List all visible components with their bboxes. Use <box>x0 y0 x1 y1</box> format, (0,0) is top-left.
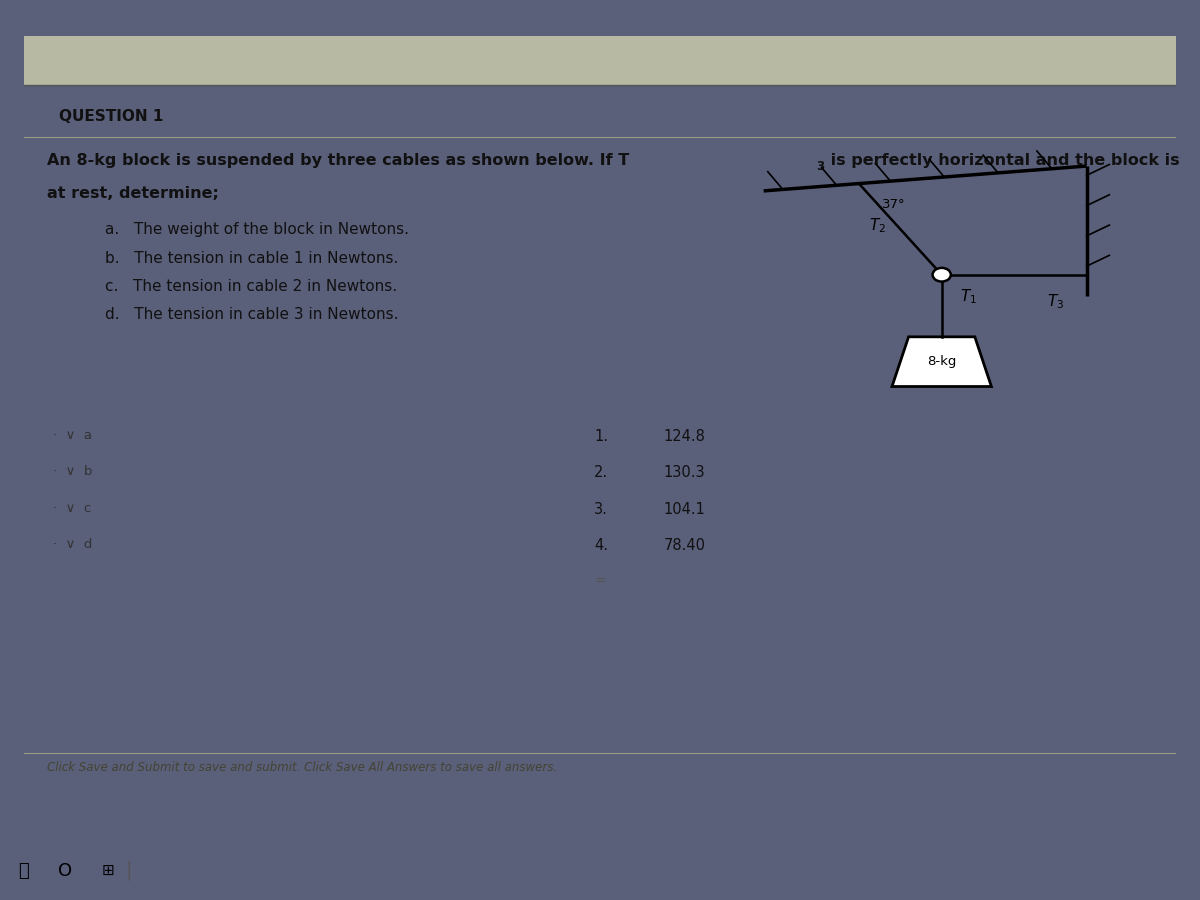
Text: 104.1: 104.1 <box>664 502 706 517</box>
Text: An 8-kg block is suspended by three cables as shown below. If T: An 8-kg block is suspended by three cabl… <box>47 154 629 168</box>
Text: 78.40: 78.40 <box>664 538 706 554</box>
Bar <box>24 36 1176 85</box>
Text: ·  ∨  d: · ∨ d <box>53 538 92 551</box>
Text: 3.: 3. <box>594 502 608 517</box>
Text: d.   The tension in cable 3 in Newtons.: d. The tension in cable 3 in Newtons. <box>104 308 398 322</box>
Text: 130.3: 130.3 <box>664 465 704 481</box>
Text: 1.: 1. <box>594 428 608 444</box>
Text: 124.8: 124.8 <box>664 428 706 444</box>
Text: Click Save and Submit to save and submit. Click Save All Answers to save all ans: Click Save and Submit to save and submit… <box>47 760 557 774</box>
Circle shape <box>932 268 950 282</box>
Text: ·  ∨  c: · ∨ c <box>53 502 91 515</box>
Text: O: O <box>58 862 72 880</box>
Text: 🔍: 🔍 <box>18 862 29 880</box>
Polygon shape <box>892 337 991 386</box>
Text: ⊞: ⊞ <box>102 863 115 878</box>
Text: |: | <box>126 861 133 880</box>
Text: 37°: 37° <box>882 197 905 211</box>
Text: 4.: 4. <box>594 538 608 554</box>
Text: ·  ∨  b: · ∨ b <box>53 465 92 478</box>
Text: at rest, determine;: at rest, determine; <box>47 186 218 201</box>
Text: is perfectly horizontal and the block is: is perfectly horizontal and the block is <box>824 154 1180 168</box>
Text: =: = <box>594 574 606 589</box>
Text: QUESTION 1: QUESTION 1 <box>59 109 163 124</box>
Text: $T_1$: $T_1$ <box>960 287 977 306</box>
Text: c.   The tension in cable 2 in Newtons.: c. The tension in cable 2 in Newtons. <box>104 279 397 294</box>
Text: 8-kg: 8-kg <box>928 356 956 368</box>
Text: $T_3$: $T_3$ <box>1046 292 1064 310</box>
Text: a.   The weight of the block in Newtons.: a. The weight of the block in Newtons. <box>104 222 409 238</box>
Text: 2.: 2. <box>594 465 608 481</box>
Text: ·  ∨  a: · ∨ a <box>53 428 91 442</box>
Text: 3: 3 <box>816 160 824 173</box>
Text: $T_2$: $T_2$ <box>869 217 886 236</box>
Text: b.   The tension in cable 1 in Newtons.: b. The tension in cable 1 in Newtons. <box>104 250 398 266</box>
